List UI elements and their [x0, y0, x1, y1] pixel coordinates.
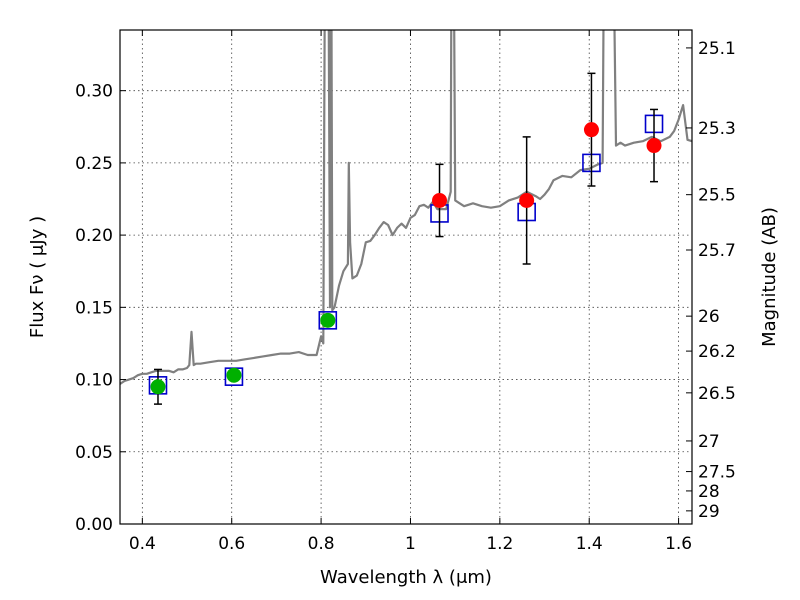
- right-tick-label: 26.5: [698, 384, 736, 404]
- observed-point: [226, 367, 242, 383]
- observed-point: [320, 312, 336, 328]
- right-tick-label: 25.7: [698, 241, 736, 261]
- grid: [120, 30, 692, 524]
- right-tick-label: 27.5: [698, 463, 736, 483]
- observed-point: [646, 138, 662, 154]
- x-tick-label: 0.8: [308, 534, 335, 554]
- x-axis-title: Wavelength λ (μm): [320, 567, 492, 588]
- y-tick-label: 0.20: [75, 226, 113, 246]
- x-tick-label: 1: [405, 534, 416, 554]
- observed-point: [519, 192, 535, 208]
- x-tick-label: 0.4: [129, 534, 156, 554]
- y-tick-label: 0.00: [75, 515, 113, 535]
- y-tick-label: 0.30: [75, 82, 113, 102]
- y-tick-label: 0.05: [75, 443, 113, 463]
- x-tick-label: 1.6: [665, 534, 692, 554]
- x-tick-label: 0.6: [218, 534, 245, 554]
- x-axis: 0.4 0.6 0.8 1 1.2 1.4 1.6: [129, 30, 692, 554]
- sed-line: [120, 30, 692, 385]
- right-tick-label: 25.1: [698, 39, 736, 59]
- right-tick-label: 26: [698, 307, 720, 327]
- y-axis-title: Flux Fν ( μJy ): [27, 216, 48, 338]
- right-tick-label: 28: [698, 482, 720, 502]
- y-axis: 0.00 0.05 0.10 0.15 0.20 0.25 0.30: [75, 82, 126, 535]
- observed-point: [150, 379, 166, 395]
- y-tick-label: 0.25: [75, 154, 113, 174]
- right-tick-label: 29: [698, 502, 720, 522]
- x-tick-label: 1.2: [486, 534, 513, 554]
- right-tick-label: 25.5: [698, 186, 736, 206]
- right-tick-label: 27: [698, 432, 720, 452]
- y-tick-label: 0.10: [75, 371, 113, 391]
- model-photometry-box: [318, 311, 338, 330]
- photometry-layer: [148, 72, 664, 405]
- observed-point: [583, 122, 599, 138]
- right-tick-label: 26.2: [698, 342, 736, 362]
- x-tick-label: 1.4: [576, 534, 603, 554]
- observed-point: [432, 192, 448, 208]
- right-tick-label: 25.3: [698, 119, 736, 139]
- sed-curve-layer: [120, 30, 692, 385]
- y-tick-label: 0.15: [75, 298, 113, 318]
- right-axis-title: Magnitude (AB): [759, 207, 780, 347]
- plot-frame: [119, 29, 693, 525]
